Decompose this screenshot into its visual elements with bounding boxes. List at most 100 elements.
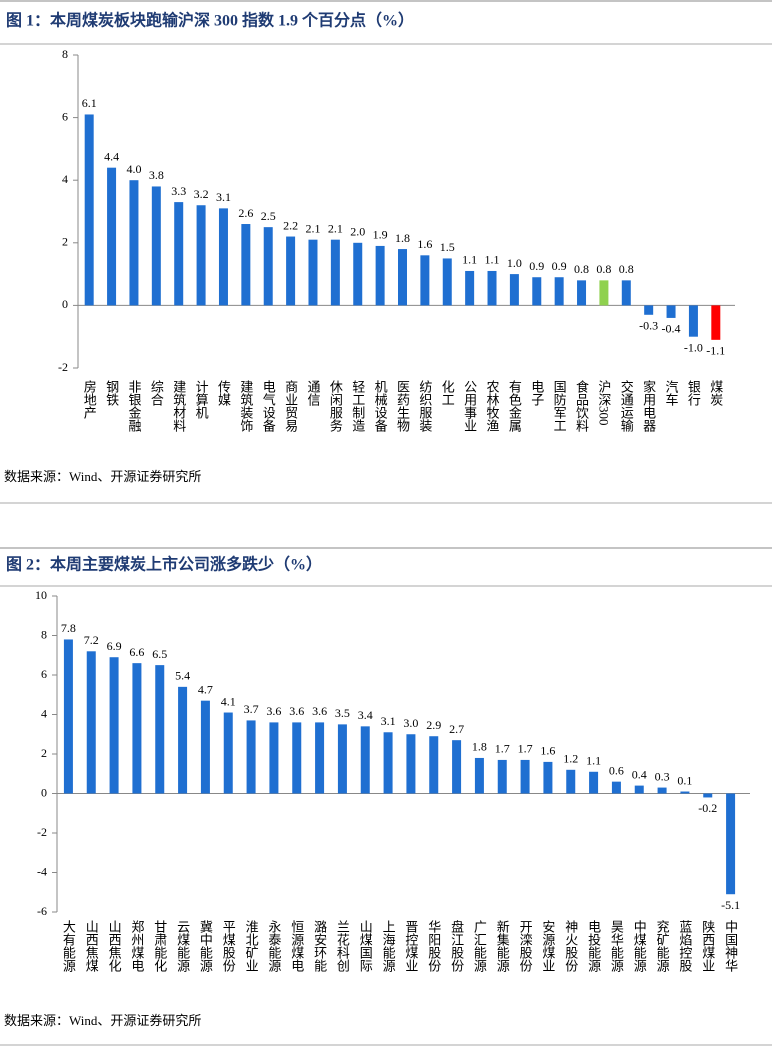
x-tick-label: 中煤能源 bbox=[632, 920, 647, 972]
data-label: 1.0 bbox=[507, 256, 522, 270]
x-tick-label: 综合 bbox=[149, 380, 164, 406]
bar bbox=[621, 280, 631, 306]
source: 数据来源：Wind、开源证券研究所 bbox=[4, 469, 201, 484]
y-tick-label: 6 bbox=[62, 109, 68, 123]
x-tick-label: 永泰能源 bbox=[266, 920, 281, 972]
data-label: 1.6 bbox=[417, 237, 432, 251]
data-label: 5.4 bbox=[175, 669, 190, 683]
data-label: 4.1 bbox=[221, 694, 236, 708]
data-label: 2.5 bbox=[261, 209, 276, 223]
y-tick-label: -2 bbox=[37, 825, 47, 839]
data-label: 2.1 bbox=[328, 221, 343, 235]
x-tick-label: 云煤能源 bbox=[175, 920, 190, 972]
x-tick-label: 轻工制造 bbox=[350, 380, 365, 433]
y-tick-label: 2 bbox=[41, 746, 47, 760]
bar bbox=[497, 759, 507, 794]
bar bbox=[337, 724, 347, 794]
x-tick-label: 山煤国际 bbox=[358, 920, 373, 973]
y-tick-label: 6 bbox=[41, 667, 47, 681]
data-label: 0.9 bbox=[552, 259, 567, 273]
bar bbox=[269, 722, 279, 794]
bar bbox=[246, 720, 256, 794]
data-label: 6.1 bbox=[82, 96, 97, 110]
bar bbox=[174, 202, 184, 306]
bar bbox=[375, 245, 385, 306]
data-label: 1.8 bbox=[395, 231, 410, 245]
data-label: 6.5 bbox=[152, 647, 167, 661]
x-tick-label: 上海能源 bbox=[381, 920, 396, 972]
data-label: 3.6 bbox=[312, 704, 327, 718]
x-tick-label: 农林牧渔 bbox=[485, 380, 500, 432]
x-tick-label: 陕西煤业 bbox=[700, 920, 715, 972]
x-tick-label: 家用电器 bbox=[641, 379, 656, 433]
data-label: 0.6 bbox=[609, 763, 624, 777]
bar bbox=[223, 712, 233, 794]
bar bbox=[383, 732, 393, 794]
y-tick-label: -2 bbox=[58, 360, 68, 374]
x-tick-label: 钢铁 bbox=[104, 380, 119, 406]
x-tick-label: 蓝焰控股 bbox=[677, 920, 692, 973]
bar bbox=[487, 270, 497, 306]
bar bbox=[429, 736, 439, 794]
x-tick-label: 潞安环能 bbox=[312, 920, 327, 972]
bar bbox=[520, 759, 530, 794]
x-tick-label: 淮北矿业 bbox=[244, 920, 259, 972]
bar bbox=[442, 258, 452, 306]
x-tick-label: 广汇能源 bbox=[472, 920, 487, 972]
x-tick-label: 甘肃能化 bbox=[152, 920, 167, 973]
data-label: 1.7 bbox=[495, 742, 510, 756]
data-label: -0.3 bbox=[639, 319, 658, 333]
bar bbox=[63, 639, 73, 794]
x-tick-label: 新集能源 bbox=[495, 919, 510, 972]
bar bbox=[308, 239, 318, 306]
data-label: 2.0 bbox=[350, 225, 365, 239]
x-tick-label: 通信 bbox=[305, 380, 320, 406]
x-tick-label: 电气设备 bbox=[261, 380, 276, 433]
y-tick-label: -6 bbox=[37, 904, 47, 918]
y-tick-label: -4 bbox=[37, 864, 47, 878]
bar bbox=[330, 239, 340, 306]
bar bbox=[196, 205, 206, 306]
bar bbox=[129, 180, 139, 306]
bar bbox=[611, 781, 621, 794]
x-tick-label: 冀中能源 bbox=[198, 919, 213, 972]
x-tick-label: 沪深300 bbox=[596, 379, 611, 425]
x-tick-label: 食品饮料 bbox=[574, 379, 589, 432]
data-label: 1.2 bbox=[563, 752, 578, 766]
bar bbox=[420, 255, 430, 306]
y-tick-label: 4 bbox=[62, 172, 68, 186]
data-label: 0.8 bbox=[619, 262, 634, 276]
x-tick-label: 华阳股份 bbox=[426, 920, 441, 972]
x-tick-label: 交通运输 bbox=[619, 379, 634, 432]
data-label: 1.9 bbox=[373, 228, 388, 242]
data-label: 2.6 bbox=[238, 206, 253, 220]
x-tick-label: 机械设备 bbox=[373, 380, 388, 433]
x-tick-label: 昊华能源 bbox=[609, 920, 624, 972]
source: 数据来源：Wind、开源证券研究所 bbox=[4, 1013, 201, 1028]
x-tick-label: 郑州煤电 bbox=[129, 920, 144, 972]
bar bbox=[711, 305, 721, 340]
bar bbox=[577, 280, 587, 306]
x-tick-label: 恒源煤电 bbox=[289, 920, 304, 972]
x-tick-label: 银行 bbox=[686, 380, 701, 407]
bar bbox=[543, 761, 553, 794]
data-label: 1.8 bbox=[472, 740, 487, 754]
data-label: 3.1 bbox=[216, 190, 231, 204]
x-tick-label: 电子 bbox=[529, 380, 544, 406]
bar bbox=[589, 771, 599, 794]
data-label: 3.8 bbox=[149, 168, 164, 182]
data-label: 0.1 bbox=[677, 773, 692, 787]
x-tick-label: 公用事业 bbox=[462, 380, 477, 432]
data-label: 1.5 bbox=[440, 240, 455, 254]
data-label: 2.1 bbox=[305, 221, 320, 235]
bar bbox=[132, 663, 142, 794]
y-tick-label: 10 bbox=[35, 588, 47, 602]
bar bbox=[263, 227, 273, 306]
data-label: 7.8 bbox=[61, 621, 76, 635]
data-label: 7.2 bbox=[84, 633, 99, 647]
bar bbox=[452, 740, 462, 794]
x-tick-label: 有色金属 bbox=[507, 380, 522, 433]
bar bbox=[554, 277, 564, 306]
bar bbox=[398, 249, 407, 306]
